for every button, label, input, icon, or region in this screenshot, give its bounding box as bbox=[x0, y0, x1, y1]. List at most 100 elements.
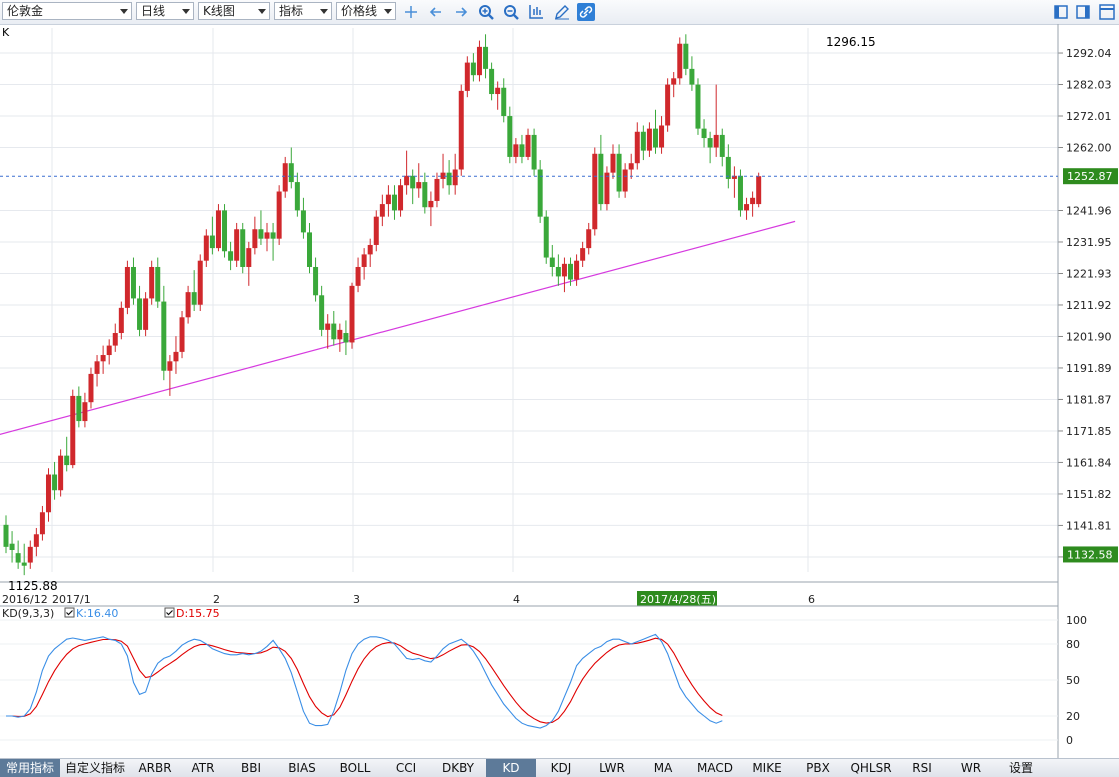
tab-macd[interactable]: MACD bbox=[697, 761, 733, 775]
tab-pbx[interactable]: PBX bbox=[806, 761, 830, 775]
axis-icon[interactable] bbox=[527, 3, 545, 21]
y-tick-label: 1282.03 bbox=[1066, 79, 1112, 92]
x-tick-label: 6 bbox=[808, 593, 815, 606]
trendline[interactable] bbox=[0, 220, 796, 436]
candle bbox=[458, 84, 464, 176]
panel-right-icon[interactable] bbox=[1074, 3, 1092, 21]
chart-type-select[interactable]: K线图 bbox=[198, 2, 270, 20]
candle bbox=[549, 244, 555, 277]
candle bbox=[203, 229, 209, 267]
candle bbox=[124, 260, 130, 315]
tab-设置[interactable]: 设置 bbox=[1008, 761, 1033, 775]
tab-atr[interactable]: ATR bbox=[191, 761, 215, 775]
tab-boll[interactable]: BOLL bbox=[339, 761, 371, 775]
candle bbox=[179, 311, 185, 359]
tab-常用指标[interactable]: 常用指标 bbox=[0, 759, 60, 777]
tab-rsi[interactable]: RSI bbox=[912, 761, 932, 775]
candle bbox=[3, 515, 9, 554]
y-tick-label: 1141.81 bbox=[1066, 519, 1112, 532]
candle bbox=[100, 345, 106, 374]
tab-bias[interactable]: BIAS bbox=[288, 761, 316, 775]
candle bbox=[331, 311, 337, 346]
candle bbox=[701, 119, 707, 148]
arrow-left-icon[interactable] bbox=[427, 3, 445, 21]
candle bbox=[744, 197, 750, 220]
k-checkbox[interactable] bbox=[64, 607, 75, 618]
candle bbox=[410, 169, 416, 205]
y-tick-label: 1272.01 bbox=[1066, 110, 1112, 123]
y-tick-label: 1161.84 bbox=[1066, 456, 1112, 469]
chevron-down-icon bbox=[120, 9, 128, 14]
candle bbox=[215, 204, 221, 252]
panel-left-icon[interactable] bbox=[1052, 3, 1070, 21]
tab-wr[interactable]: WR bbox=[960, 761, 982, 775]
d-checkbox[interactable] bbox=[164, 607, 175, 618]
tab-arbr[interactable]: ARBR bbox=[138, 761, 172, 775]
y-tick-label: 1221.93 bbox=[1066, 267, 1112, 280]
candle bbox=[379, 194, 385, 227]
tab-dkby[interactable]: DKBY bbox=[441, 761, 474, 775]
candle bbox=[634, 122, 640, 170]
candle bbox=[385, 185, 391, 217]
zoom-out-icon[interactable] bbox=[502, 3, 520, 21]
d-value-label: D:15.75 bbox=[176, 607, 220, 620]
chevron-down-icon bbox=[258, 9, 266, 14]
candle bbox=[343, 320, 349, 356]
candle bbox=[94, 355, 100, 387]
link-icon[interactable] bbox=[577, 3, 595, 21]
candle bbox=[622, 163, 628, 198]
price-line-select[interactable]: 价格线 bbox=[336, 2, 396, 20]
tab-qhlsr[interactable]: QHLSR bbox=[850, 761, 892, 775]
candle bbox=[252, 216, 258, 255]
candle bbox=[137, 285, 143, 337]
zoom-in-icon[interactable] bbox=[477, 3, 495, 21]
candle bbox=[288, 147, 294, 189]
tab-ma[interactable]: MA bbox=[653, 761, 673, 775]
tab-bbi[interactable]: BBI bbox=[240, 761, 261, 775]
candle bbox=[440, 153, 446, 189]
trendline-segment[interactable] bbox=[0, 220, 796, 436]
x-tick-label: 2017/1 bbox=[52, 593, 91, 606]
window-icon[interactable] bbox=[1098, 3, 1116, 21]
kd-tick-label: 100 bbox=[1066, 614, 1087, 627]
indicator-select[interactable]: 指标 bbox=[274, 2, 332, 20]
tab-mike[interactable]: MIKE bbox=[752, 761, 782, 775]
indicator-tab-bar: 常用指标 自定义指标 ARBR ATR BBI BIAS BOLL CCI DKBY KD KDJ L… bbox=[0, 758, 1119, 777]
tab-kd[interactable]: KD bbox=[486, 759, 536, 777]
candle bbox=[476, 40, 482, 82]
candle bbox=[586, 222, 592, 255]
crosshair-icon[interactable] bbox=[402, 3, 420, 21]
tab-cci[interactable]: CCI bbox=[395, 761, 417, 775]
candle bbox=[543, 210, 549, 264]
arrow-right-icon[interactable] bbox=[452, 3, 470, 21]
candle bbox=[52, 461, 58, 500]
x-tick-label: 4 bbox=[513, 593, 520, 606]
candle bbox=[671, 72, 677, 98]
candle bbox=[568, 257, 574, 286]
candle bbox=[531, 128, 537, 176]
candle bbox=[725, 144, 731, 189]
candle bbox=[106, 339, 112, 365]
candle bbox=[112, 323, 118, 352]
candle bbox=[355, 257, 361, 293]
candle bbox=[228, 241, 234, 271]
candle bbox=[88, 367, 94, 409]
instrument-select[interactable]: 伦敦金 bbox=[2, 2, 132, 20]
chart-area[interactable]: 1292.04 1282.03 1272.01 1262.00 1241.96 1231.… bbox=[0, 24, 1119, 758]
x-tick-label: 3 bbox=[353, 593, 360, 606]
candle bbox=[70, 389, 76, 469]
svg-text:1132.58: 1132.58 bbox=[1067, 548, 1113, 561]
candle bbox=[719, 128, 725, 167]
candle bbox=[82, 392, 88, 428]
period-select[interactable]: 日线 bbox=[136, 2, 194, 20]
candle bbox=[665, 78, 671, 132]
pencil-icon[interactable] bbox=[553, 3, 571, 21]
candle bbox=[756, 172, 762, 208]
tab-自定义指标[interactable]: 自定义指标 bbox=[64, 761, 125, 775]
tab-kdj[interactable]: KDJ bbox=[550, 761, 572, 775]
y-tick-label: 1201.90 bbox=[1066, 330, 1112, 343]
candle bbox=[130, 257, 136, 305]
tab-lwr[interactable]: LWR bbox=[599, 761, 625, 775]
svg-text:2017/4/28(五): 2017/4/28(五) bbox=[640, 593, 716, 606]
candle bbox=[537, 160, 543, 223]
